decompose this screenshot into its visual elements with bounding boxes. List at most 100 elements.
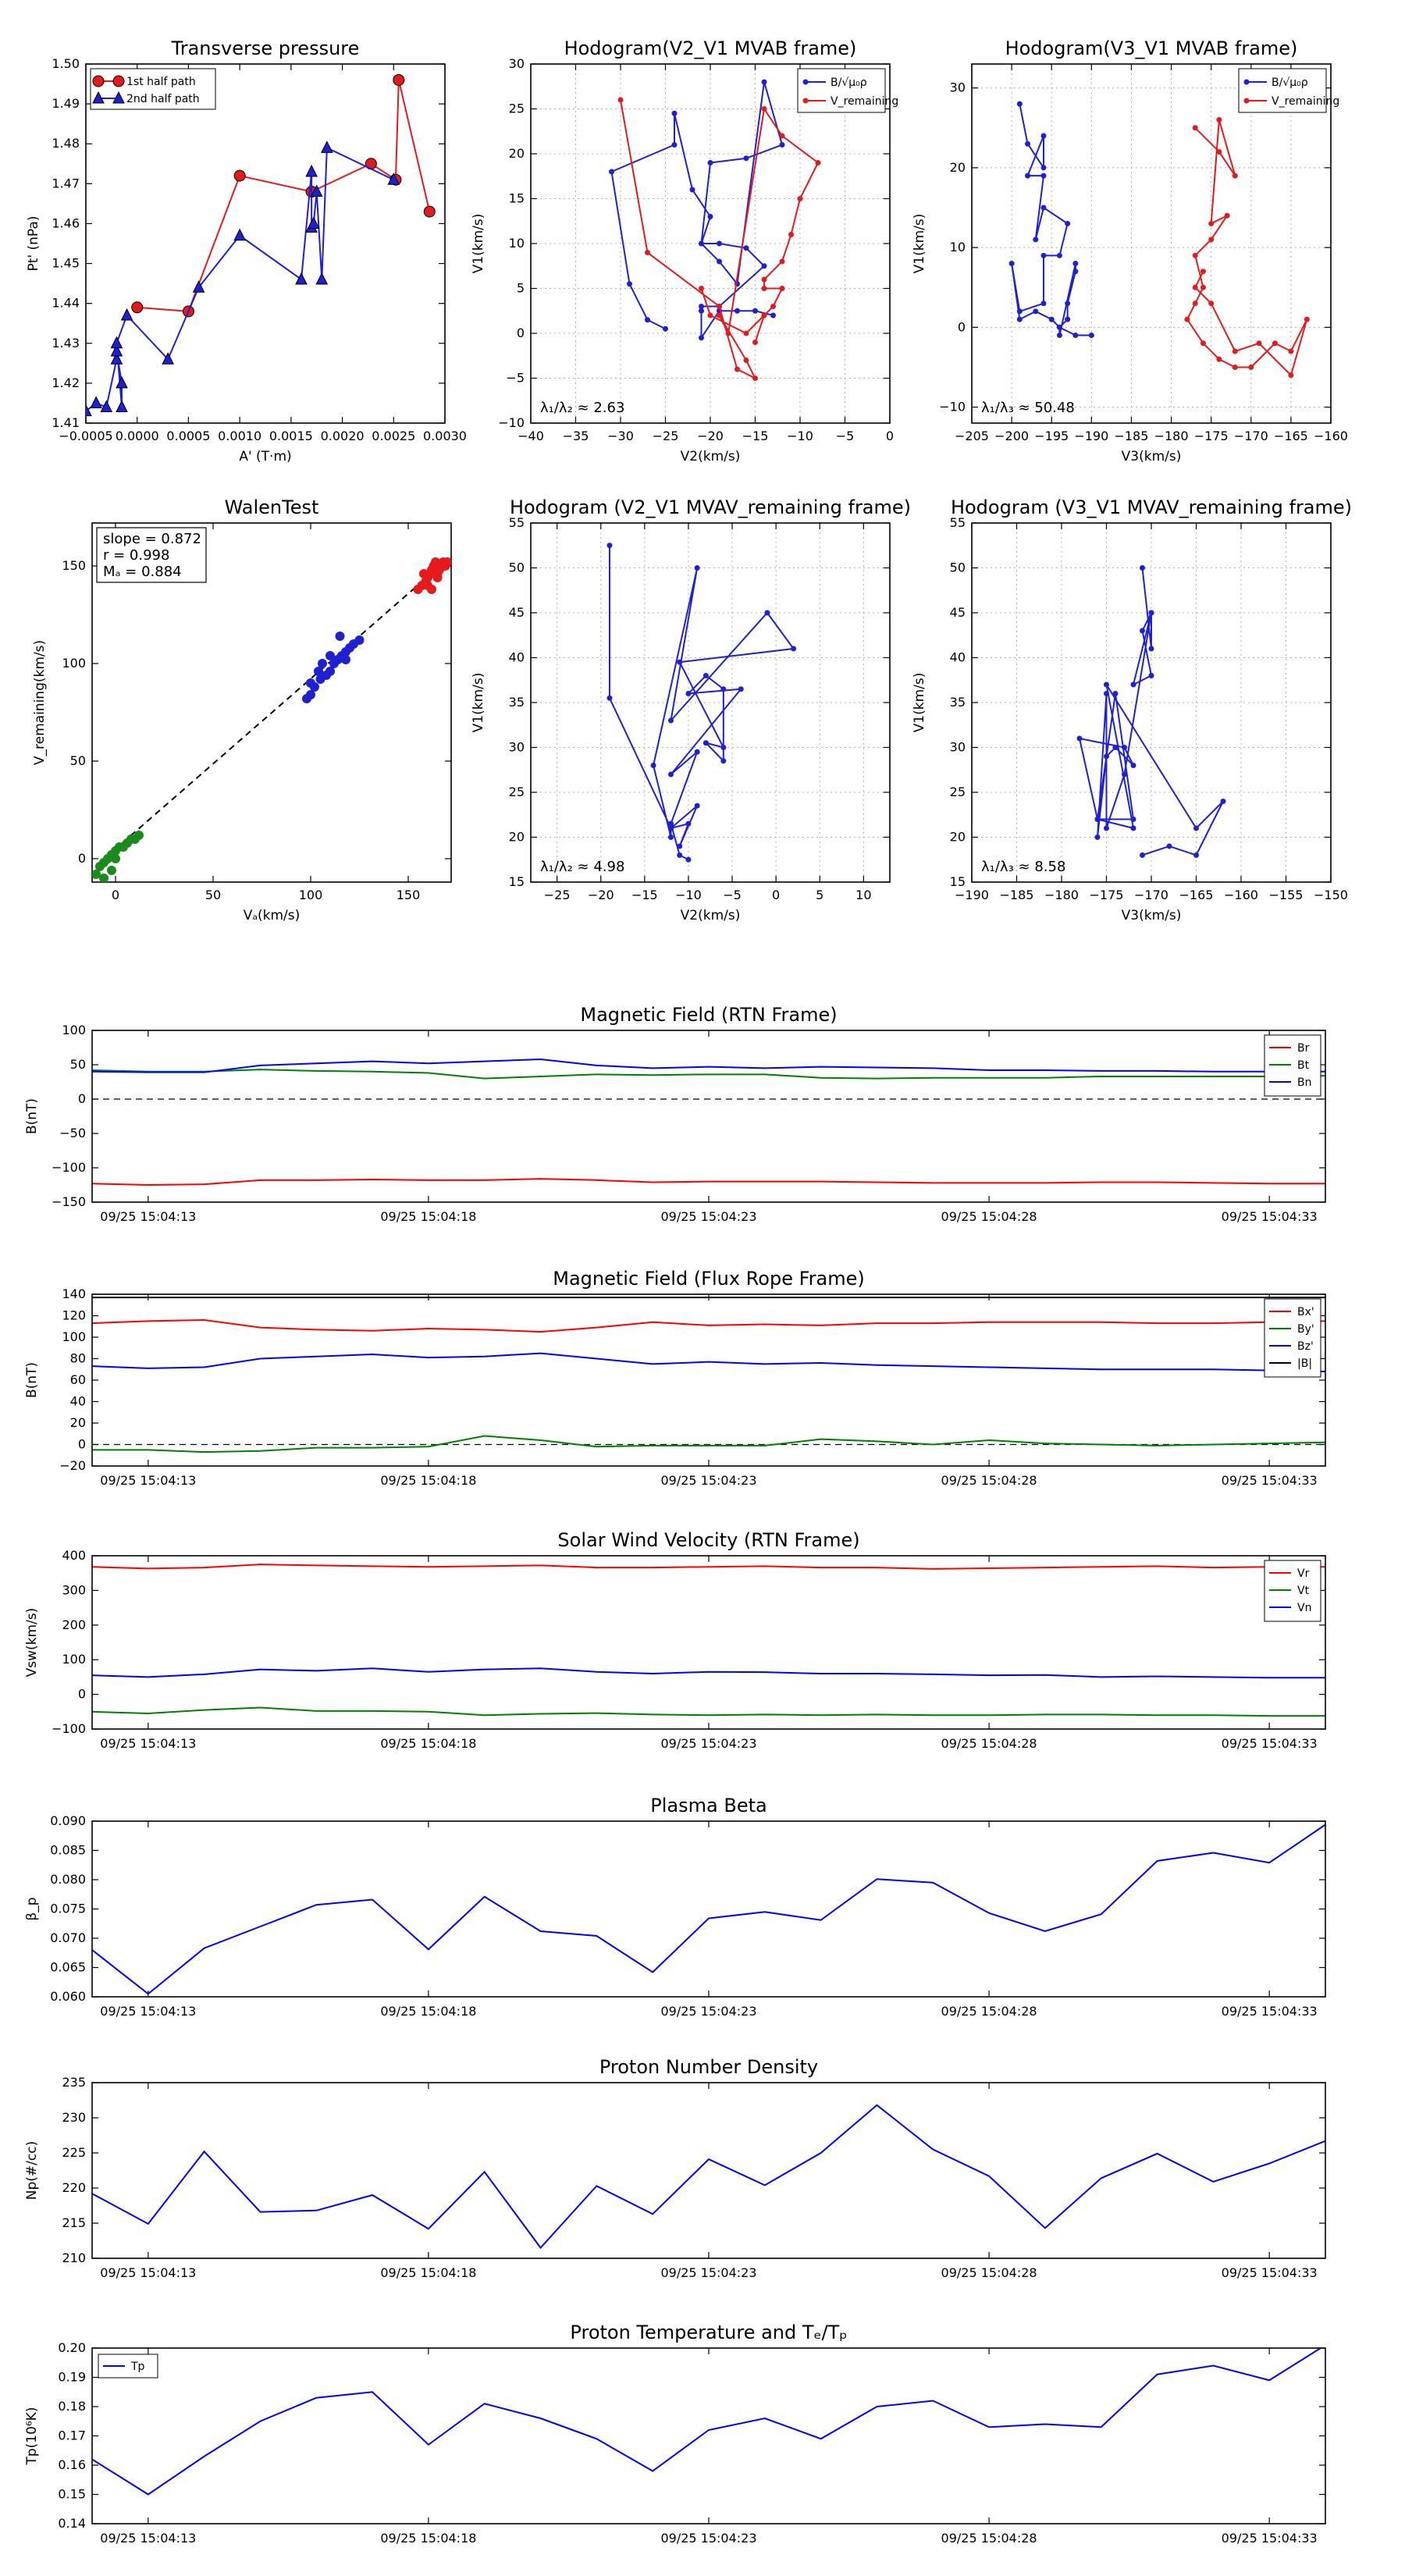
data-point — [1065, 220, 1071, 226]
x-tick-label: −170 — [1134, 888, 1168, 902]
data-point — [650, 763, 656, 768]
y-axis-label: Pt' (nPa) — [26, 216, 41, 272]
plot-area — [92, 2104, 1325, 2250]
plot-area — [1008, 101, 1310, 379]
data-point — [110, 336, 123, 349]
data-point — [699, 335, 704, 341]
plot-frame — [91, 522, 452, 883]
plot-frame — [971, 522, 1332, 883]
scatter-point-blue — [306, 690, 315, 699]
data-point — [606, 695, 613, 701]
data-point — [1048, 316, 1055, 322]
plot-area — [92, 555, 451, 882]
y-tick-label: 1.45 — [52, 256, 80, 271]
data-point — [694, 565, 700, 571]
data-point — [233, 228, 246, 241]
data-point — [699, 304, 704, 309]
data-point — [1184, 316, 1190, 322]
y-tick-label: 1.48 — [52, 136, 80, 151]
data-point — [1016, 308, 1023, 315]
y-tick-label: 220 — [62, 2180, 86, 2195]
x-axis-label: V2(km/s) — [681, 449, 741, 464]
data-point — [1104, 681, 1109, 688]
x-tick-label: 09/25 15:04:18 — [380, 2531, 476, 2546]
series-line-Vr — [92, 1564, 1325, 1570]
x-tick-label: −195 — [1034, 429, 1069, 443]
x-tick-label: 09/25 15:04:13 — [100, 2531, 196, 2546]
y-tick-label: 1.46 — [52, 215, 80, 230]
data-point — [1208, 237, 1215, 243]
y-tick-label: 0 — [78, 1687, 86, 1702]
data-point — [645, 250, 650, 255]
data-point — [112, 91, 125, 104]
data-point — [685, 691, 692, 696]
legend-label: Tp — [130, 2361, 145, 2373]
plot-area — [1076, 565, 1226, 858]
data-point — [1166, 843, 1172, 849]
data-point — [92, 75, 105, 87]
data-point — [797, 196, 803, 201]
y-tick-label: 45 — [509, 605, 525, 620]
data-point — [788, 232, 794, 237]
data-point — [1192, 301, 1198, 307]
y-tick-label: 100 — [62, 1652, 86, 1667]
y-tick-label: 15 — [509, 191, 525, 206]
data-point — [663, 326, 668, 332]
plot-area — [609, 79, 821, 381]
x-tick-label: 0 — [112, 888, 119, 902]
data-point — [1040, 173, 1047, 179]
chart-title: Solar Wind Velocity (RTN Frame) — [557, 1529, 859, 1551]
x-tick-label: 0.0000 — [116, 429, 159, 443]
y-tick-label: 0.090 — [50, 1813, 86, 1828]
x-tick-label: 09/25 15:04:23 — [660, 2531, 756, 2546]
legend-label: Bx' — [1297, 1306, 1314, 1318]
data-point — [1192, 252, 1198, 258]
data-point — [738, 686, 744, 692]
y-tick-label: 0 — [78, 1437, 86, 1452]
plot-area — [92, 2348, 1322, 2496]
x-tick-label: 0.0010 — [218, 429, 261, 443]
y-tick-label: 45 — [950, 605, 966, 620]
x-tick-label: 09/25 15:04:13 — [100, 1209, 196, 1224]
x-tick-label: −0.0005 — [59, 429, 112, 443]
data-point — [1232, 173, 1238, 179]
x-tick-label: 0 — [772, 888, 780, 902]
y-tick-label: 1.50 — [52, 56, 80, 71]
x-tick-label: −190 — [955, 888, 989, 902]
x-tick-label: −185 — [1000, 888, 1034, 902]
data-point — [699, 308, 704, 314]
legend: B/√μ₀ρ V_remaining — [797, 68, 898, 113]
y-tick-label: 300 — [62, 1582, 86, 1597]
data-point — [1122, 745, 1127, 750]
y-tick-label: 80 — [70, 1351, 86, 1366]
chart-title: Magnetic Field (RTN Frame) — [580, 1004, 837, 1026]
x-tick-label: −25 — [653, 429, 679, 443]
y-tick-label: 20 — [509, 146, 525, 161]
data-point — [720, 745, 727, 750]
x-tick-label: 0.0025 — [372, 429, 415, 443]
x-tick-label: −35 — [563, 429, 589, 443]
data-point — [1033, 237, 1039, 243]
plot-frame — [530, 63, 891, 424]
series-line — [620, 99, 820, 380]
legend-label: Br — [1297, 1042, 1310, 1055]
y-tick-label: 0 — [958, 319, 966, 334]
data-point — [92, 91, 105, 104]
data-point — [112, 75, 125, 87]
legend-box — [1238, 68, 1327, 113]
series-line-Br — [92, 1178, 1325, 1187]
data-point — [1148, 646, 1154, 652]
plot-frame — [91, 1820, 1326, 1998]
data-point — [668, 717, 674, 724]
x-tick-label: −190 — [1074, 429, 1108, 443]
y-axis-label: V1(km/s) — [912, 214, 927, 274]
data-point — [116, 375, 128, 389]
data-point — [1232, 348, 1238, 354]
x-tick-label: 09/25 15:04:23 — [660, 1209, 756, 1224]
fit-line — [105, 555, 451, 859]
eigen-ratio-label: λ₁/λ₃ ≈ 8.58 — [981, 859, 1065, 875]
chart-hodo1: −40 −35 −30 −25 −20 −15 −10 −5 0 −10 −5 0 5 10 15 20 25 3… — [471, 37, 898, 464]
chart-pt: −0.0005 0.0000 0.0005 0.0010 0.0015 0.0020 0.0… — [26, 37, 467, 464]
scatter-point-red — [443, 557, 451, 567]
chart-title: Hodogram (V2_V1 MVAV_remaining frame) — [510, 496, 911, 518]
